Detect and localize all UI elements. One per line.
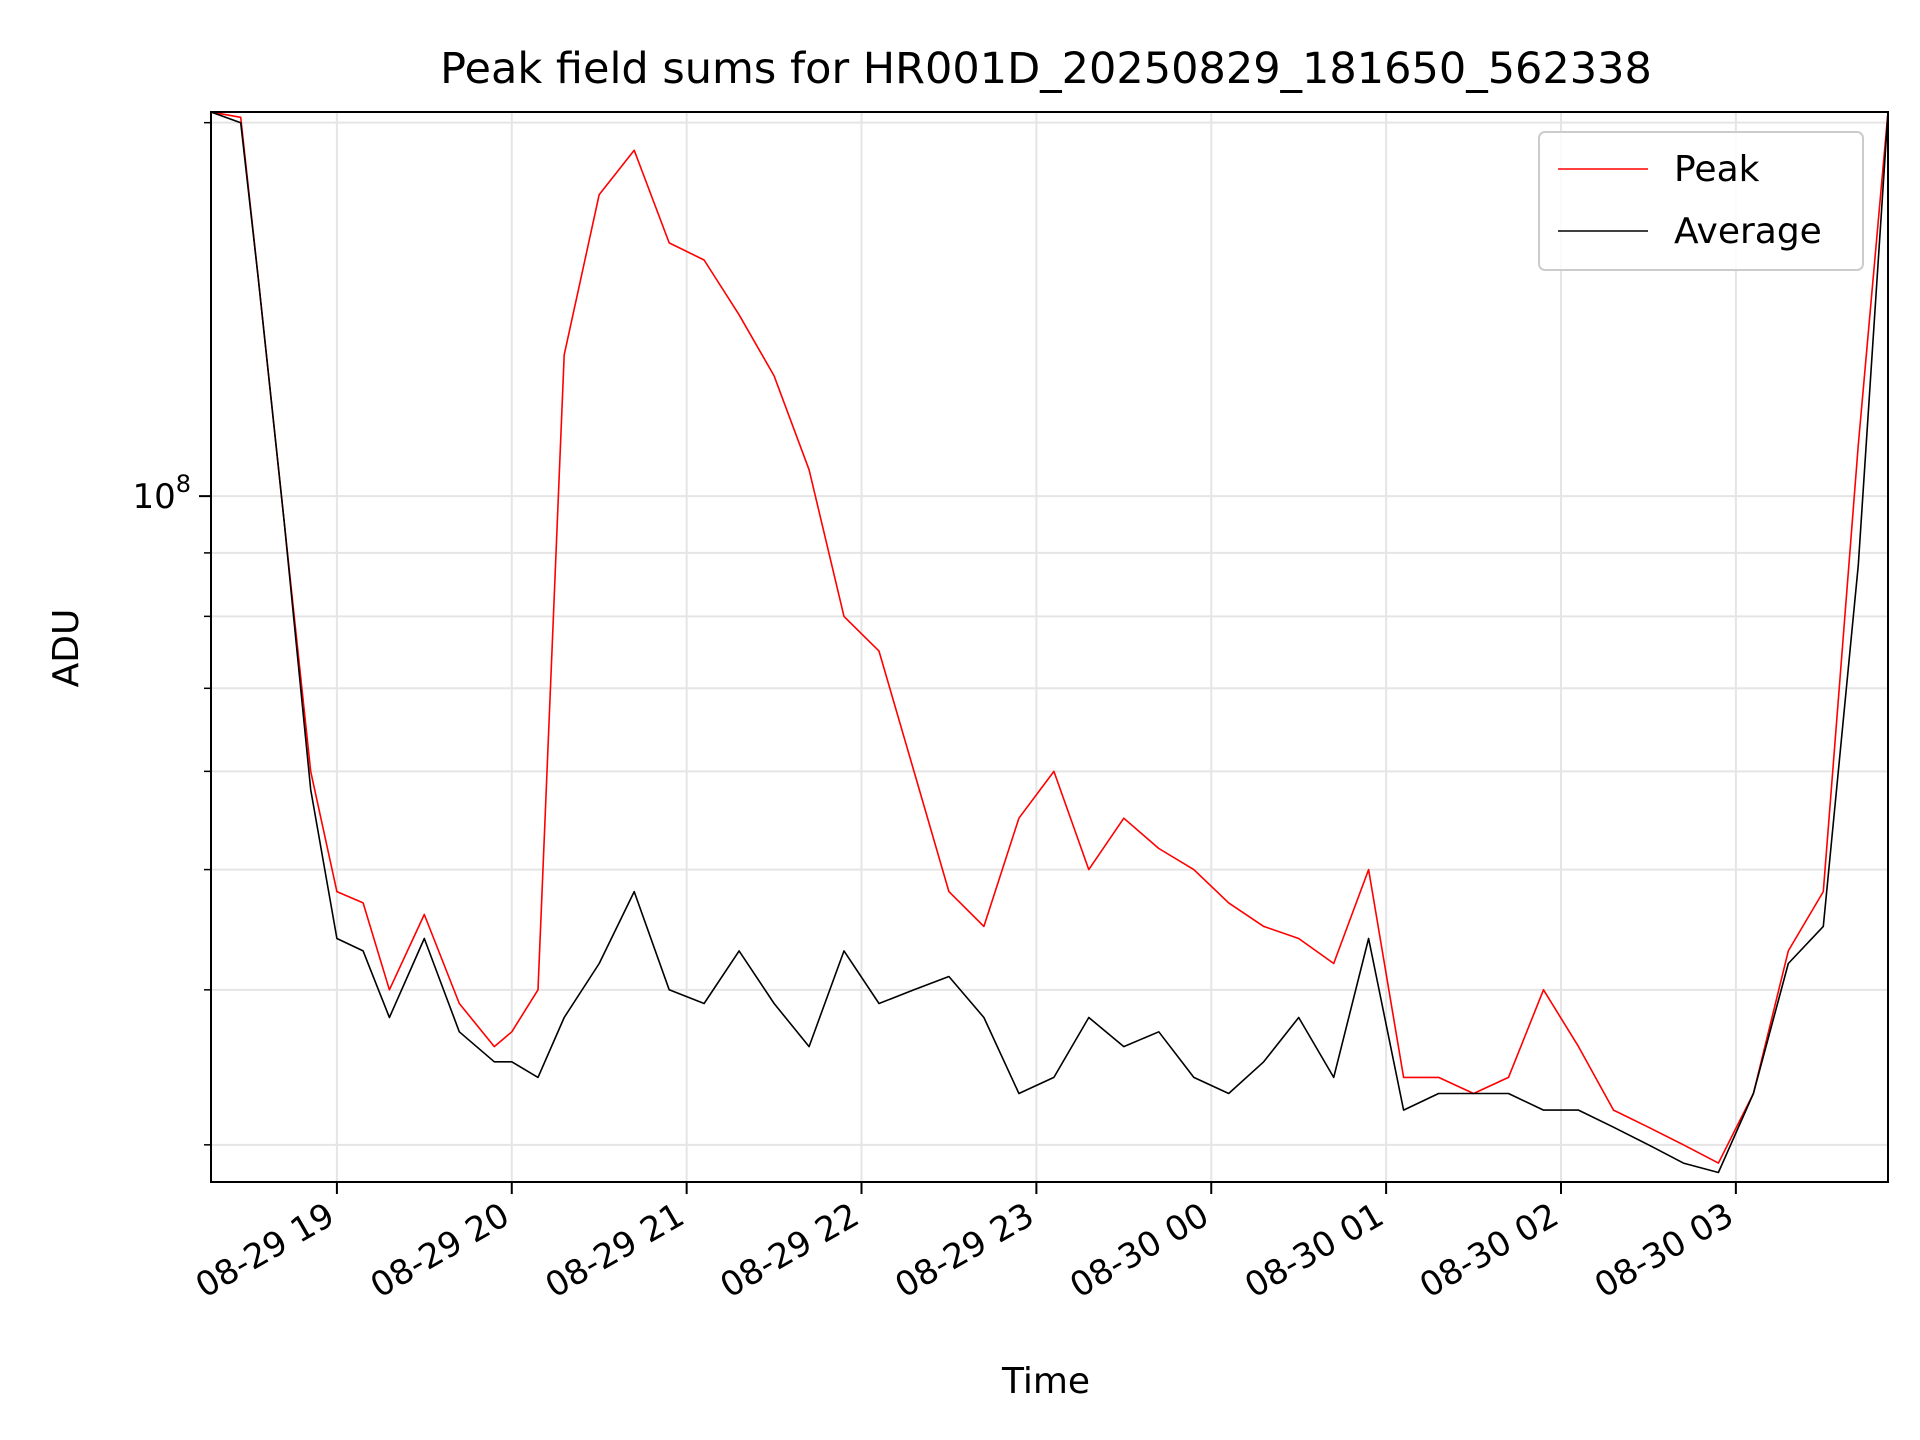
series-area xyxy=(211,112,1888,1174)
x-axis-label: Time xyxy=(1001,1361,1090,1402)
plot-frame xyxy=(210,111,1889,1183)
legend-frame xyxy=(1538,131,1864,271)
legend: Peak Average xyxy=(1538,131,1864,271)
y-axis-label: ADU xyxy=(46,609,87,688)
series-line-average xyxy=(211,112,1888,1174)
chart-title: Peak field sums for HR001D_20250829_1816… xyxy=(440,44,1652,94)
legend-label-average: Average xyxy=(1674,211,1822,252)
legend-label-peak: Peak xyxy=(1674,149,1760,190)
grid xyxy=(211,112,1888,1182)
y-tick-label: 108 xyxy=(132,470,191,517)
series-line-peak xyxy=(211,112,1888,1164)
